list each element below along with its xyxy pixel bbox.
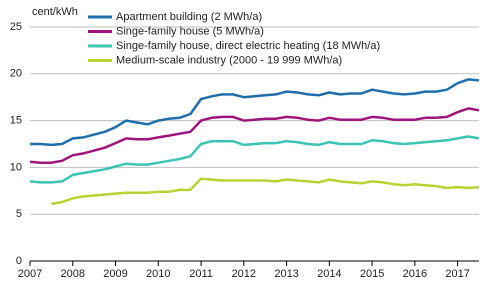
y-tick-label: 0 — [16, 255, 22, 267]
x-tick-label: 2007 — [18, 268, 42, 280]
y-axis-label: cent/kWh — [32, 6, 78, 18]
legend-label: Singe-family house, direct electric heat… — [116, 40, 380, 52]
legend-label: Apartment building (2 MWh/a) — [116, 11, 262, 23]
legend-label: Medium-scale industry (2000 - 19 999 MWh… — [116, 54, 342, 66]
series-line — [51, 177, 480, 206]
x-tick-label: 2017 — [445, 268, 469, 280]
x-tick-label: 2014 — [317, 268, 341, 280]
series-line — [29, 135, 480, 184]
y-tick-label: 15 — [10, 115, 22, 127]
x-tick-label: 2015 — [360, 268, 384, 280]
y-tick-label: 5 — [16, 208, 22, 220]
y-tick-label: 25 — [10, 21, 22, 33]
x-tick-label: 2008 — [61, 268, 85, 280]
y-tick-label: 20 — [10, 68, 22, 80]
x-tick-label: 2010 — [146, 268, 170, 280]
y-tick-label: 10 — [10, 161, 22, 173]
series-line — [29, 107, 480, 164]
x-tick-label: 2016 — [403, 268, 427, 280]
x-tick-label: 2011 — [189, 268, 213, 280]
x-tick-label: 2012 — [232, 268, 256, 280]
x-tick-label: 2009 — [103, 268, 127, 280]
series-line — [30, 78, 480, 147]
x-tick-label: 2013 — [274, 268, 298, 280]
legend-label: Singe-family house (5 MWh/a) — [116, 25, 264, 37]
